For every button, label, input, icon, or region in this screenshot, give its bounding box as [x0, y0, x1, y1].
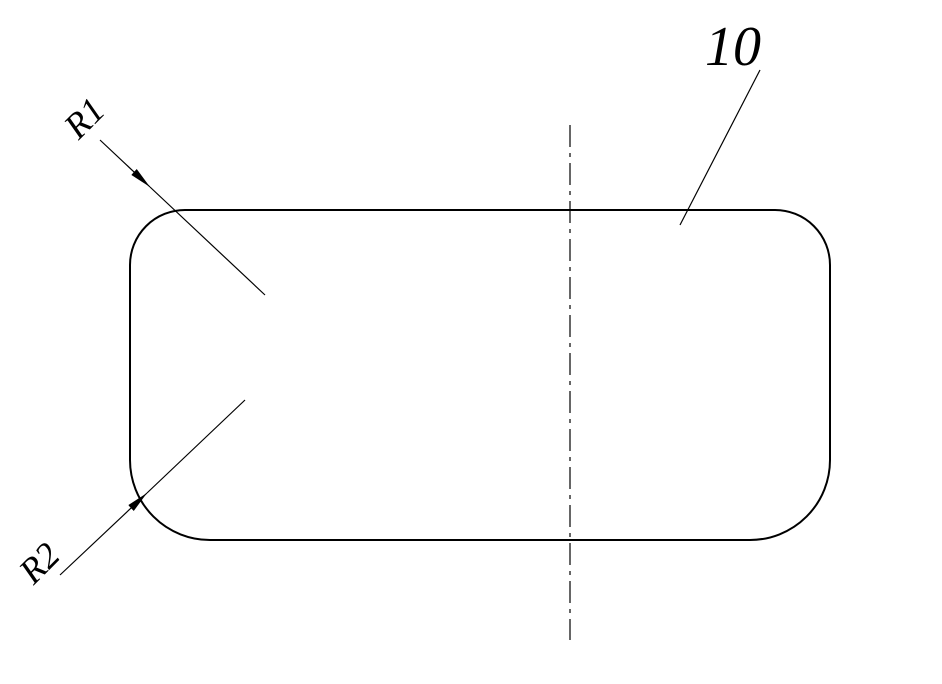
leader-r2-inner [147, 400, 245, 493]
rounded-rect-shape [130, 210, 830, 540]
leader-r2-outer [60, 493, 147, 575]
leader-r1-outer [100, 140, 150, 187]
label-part-10: 10 [705, 15, 761, 79]
technical-drawing-svg [0, 0, 942, 679]
leader-r1-inner [150, 187, 265, 295]
leader-part-10 [680, 70, 760, 225]
diagram-container: 10 R1 R2 [0, 0, 942, 679]
